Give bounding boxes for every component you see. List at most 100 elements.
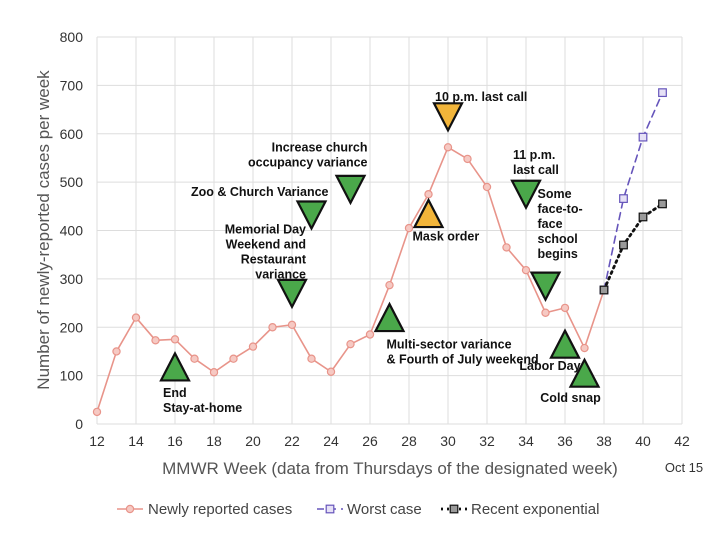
annotation-label: Mask order <box>413 230 480 244</box>
legend-label: Worst case <box>347 501 422 518</box>
annotation-label: Increase church occupancy variance <box>248 140 368 169</box>
annotation-line: End <box>163 386 187 400</box>
annotation-triangle <box>276 278 308 310</box>
data-point <box>424 190 433 199</box>
annotation-line: Zoo & Church Variance <box>191 185 329 199</box>
annotation-triangle <box>568 357 601 388</box>
data-point <box>638 132 648 142</box>
x-tick-label: 42 <box>674 433 690 449</box>
data-point <box>482 182 492 192</box>
annotation-line: Some <box>538 187 572 201</box>
annotation-line: Stay-at-home <box>163 401 242 415</box>
data-point <box>599 285 609 295</box>
annotation-line: Labor Day <box>519 359 580 373</box>
annotation-label: Memorial Day Weekend and Restaurant varianc… <box>225 222 307 281</box>
annotation-layer: End Stay-at-home Memorial Day Weekend and Re… <box>159 90 601 415</box>
annotation-label: Multi-sector variance & Fourth of July we… <box>387 338 539 367</box>
annotation-line: school <box>538 232 578 246</box>
legend-marker <box>449 504 459 514</box>
annotation-label: 10 p.m. last call <box>435 90 527 104</box>
data-point <box>190 354 199 363</box>
annotation-triangle <box>334 174 367 206</box>
annotation-line: occupancy variance <box>248 155 368 169</box>
data-point <box>112 347 121 356</box>
x-tick-label: 26 <box>362 433 378 449</box>
annotation-line: begins <box>538 247 578 261</box>
data-point <box>248 342 258 351</box>
data-point <box>619 194 628 203</box>
x-tick-label: 34 <box>518 433 534 449</box>
data-point <box>502 243 511 252</box>
x-tick-label: 24 <box>323 433 339 449</box>
x-axis-title: MMWR Week (data from Thursdays of the de… <box>162 459 618 478</box>
y-tick-label: 700 <box>60 77 84 93</box>
legend-marker <box>125 504 135 514</box>
data-point <box>404 223 414 233</box>
y-tick-label: 100 <box>60 368 84 384</box>
y-tick-label: 800 <box>60 29 84 45</box>
data-point <box>541 308 550 317</box>
annotation-triangle <box>432 102 464 133</box>
annotation-line: last call <box>513 163 559 177</box>
data-point <box>151 336 160 345</box>
annotation-label: Some face-to-face school begins <box>538 187 583 261</box>
x-tick-label: 30 <box>440 433 456 449</box>
data-point <box>365 330 375 339</box>
data-point <box>209 368 219 377</box>
annotation-triangle <box>529 271 562 303</box>
data-point <box>326 367 336 376</box>
annotation-line: Cold snap <box>540 391 601 405</box>
y-tick-label: 200 <box>60 319 84 335</box>
data-point <box>638 212 648 222</box>
annotation-triangle <box>549 328 581 359</box>
annotation-triangle <box>412 197 445 229</box>
annotation-line: face <box>538 217 563 231</box>
annotation-line: & Fourth of July weekend <box>387 353 539 367</box>
series-layer <box>92 88 667 417</box>
x-tick-label: 38 <box>596 433 612 449</box>
annotation-triangle <box>295 200 328 231</box>
y-tick-label: 500 <box>60 174 84 190</box>
data-point <box>619 240 628 250</box>
legend-marker <box>325 504 335 514</box>
annotation-line: Weekend and <box>226 237 306 251</box>
annotation-line: 11 p.m. <box>513 148 555 162</box>
series-line <box>602 202 664 292</box>
y-tick-label: 300 <box>60 271 84 287</box>
data-point <box>92 407 102 417</box>
y-axis-title: Number of newly-reported cases per week <box>34 70 53 390</box>
x-tick-label: 28 <box>401 433 417 449</box>
annotation-label: 11 p.m. last call <box>513 148 559 177</box>
x-tick-label: 18 <box>206 433 222 449</box>
data-point <box>268 323 277 332</box>
annotation-line: 10 p.m. last call <box>435 90 527 104</box>
annotation-line: Memorial Day <box>225 222 306 236</box>
annotation-label: Zoo & Church Variance <box>191 185 329 199</box>
annotation-label: Labor Day <box>519 359 580 373</box>
legend-label: Recent exponential <box>471 501 599 518</box>
oct15-label: Oct 15 <box>665 460 703 475</box>
x-tick-label: 16 <box>167 433 183 449</box>
data-point <box>658 88 667 98</box>
data-point <box>307 354 316 363</box>
y-tick-label: 400 <box>60 223 84 239</box>
annotation-label: Cold snap <box>540 391 601 405</box>
annotation-line: variance <box>255 267 306 281</box>
data-point <box>229 354 238 363</box>
annotation-triangle <box>510 179 542 211</box>
annotation-line: Increase church <box>272 140 368 154</box>
x-tick-label: 32 <box>479 433 495 449</box>
annotation-label: End Stay-at-home <box>163 386 242 415</box>
data-point <box>346 339 355 349</box>
x-tick-label: 22 <box>284 433 300 449</box>
data-point <box>560 303 570 313</box>
annotation-line: Restaurant <box>241 252 307 266</box>
annotation-line: Multi-sector variance <box>387 338 512 352</box>
grid-lines <box>96 36 683 425</box>
x-tick-label: 12 <box>89 433 105 449</box>
data-point <box>521 265 531 275</box>
annotation-triangle <box>373 301 406 333</box>
x-tick-labels: 12 14 16 18 20 22 24 26 28 30 32 34 36 38 40 42 <box>89 433 690 449</box>
legend: Newly reported cases Worst case Recent exp… <box>117 501 599 518</box>
